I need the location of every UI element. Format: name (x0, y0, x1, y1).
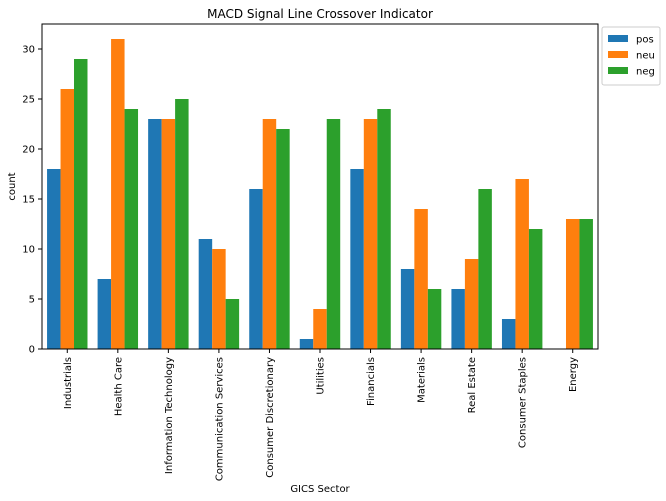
bar-pos (451, 289, 465, 349)
legend-label-neg: neg (636, 67, 655, 78)
x-tick-label: Information Technology (164, 357, 175, 474)
x-tick-label: Health Care (113, 357, 124, 416)
bar-neg (326, 119, 341, 349)
bar-pos (501, 319, 516, 349)
y-tick-label: 0 (29, 345, 35, 356)
bar-pos (249, 189, 263, 349)
bar-neg (124, 109, 139, 349)
y-tick-label: 15 (22, 195, 35, 206)
x-tick-label: Materials (417, 357, 428, 403)
x-tick-label: Real Estate (467, 357, 478, 413)
x-tick-label: Communication Services (214, 357, 225, 481)
bar-neg (579, 219, 593, 349)
x-tick-label: Consumer Staples (518, 357, 529, 448)
y-tick-label: 5 (29, 295, 35, 306)
bar-neg (74, 59, 88, 349)
legend-label-pos: pos (636, 35, 654, 46)
y-axis-label: count (7, 172, 18, 200)
y-tick-label: 30 (22, 45, 35, 56)
x-tick-label: Utilities (316, 357, 327, 395)
y-tick-label: 10 (22, 245, 35, 256)
bar-neu (60, 89, 75, 349)
bar-neu (313, 309, 327, 349)
bar-neu (363, 119, 378, 349)
bar-neu (262, 119, 277, 349)
bar-neg (175, 99, 189, 349)
legend-swatch-neu (608, 51, 628, 58)
bar-neg (225, 299, 240, 349)
x-tick-label: Industrials (63, 357, 74, 409)
bar-neg (427, 289, 442, 349)
bar-neg (528, 229, 543, 349)
legend-swatch-neg (608, 67, 628, 74)
bar-neu (565, 219, 580, 349)
bar-neu (464, 259, 479, 349)
plot-area: 0 5 10 15 20 25 30 Industrials Health Care Inform… (22, 39, 593, 481)
bar-neg (478, 189, 492, 349)
x-tick-label: Financials (366, 357, 377, 406)
legend-label-neu: neu (636, 51, 655, 62)
bar-pos (148, 119, 162, 349)
y-tick-label: 20 (22, 145, 35, 156)
bar-neu (212, 249, 226, 349)
bar-pos (400, 269, 415, 349)
bar-neu (161, 119, 176, 349)
plot-frame (41, 23, 599, 350)
bar-neu (515, 179, 529, 349)
x-tick-label: Consumer Discretionary (265, 357, 276, 478)
bar-pos (299, 339, 314, 349)
x-tick-label: Energy (568, 357, 579, 392)
bar-pos (350, 169, 364, 349)
x-axis-label: GICS Sector (290, 484, 350, 495)
bar-neu (111, 39, 125, 349)
legend-swatch-pos (608, 35, 628, 42)
bar-pos (198, 239, 213, 349)
y-tick-label: 25 (22, 95, 35, 106)
bar-pos (47, 169, 61, 349)
bar-pos (97, 279, 112, 349)
legend: pos neu neg (601, 26, 661, 86)
chart-title: MACD Signal Line Crossover Indicator (207, 7, 433, 21)
bar-neu (414, 209, 428, 349)
bar-neg (377, 109, 391, 349)
bar-neg (276, 129, 290, 349)
